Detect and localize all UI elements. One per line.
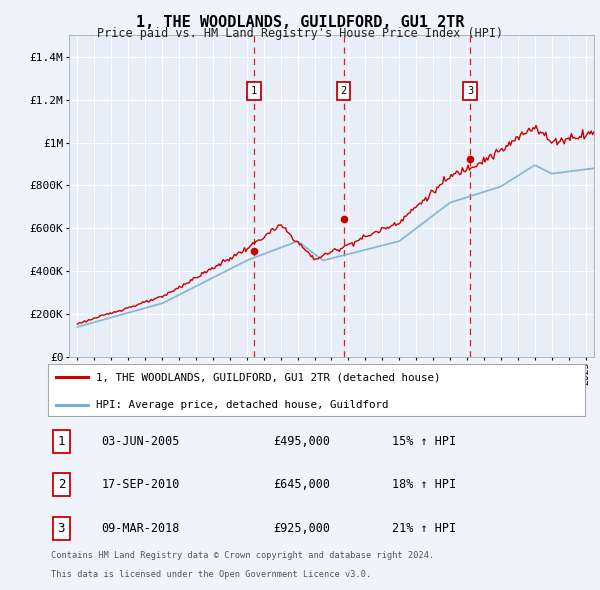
Text: 1, THE WOODLANDS, GUILDFORD, GU1 2TR: 1, THE WOODLANDS, GUILDFORD, GU1 2TR [136,15,464,30]
Text: 3: 3 [467,86,473,96]
Text: 2: 2 [340,86,347,96]
Text: £645,000: £645,000 [274,478,331,491]
Text: 03-JUN-2005: 03-JUN-2005 [102,435,180,448]
Text: 17-SEP-2010: 17-SEP-2010 [102,478,180,491]
Text: £925,000: £925,000 [274,522,331,535]
Text: 15% ↑ HPI: 15% ↑ HPI [392,435,456,448]
Text: 3: 3 [58,522,65,535]
Text: HPI: Average price, detached house, Guildford: HPI: Average price, detached house, Guil… [97,399,389,409]
Text: 1, THE WOODLANDS, GUILDFORD, GU1 2TR (detached house): 1, THE WOODLANDS, GUILDFORD, GU1 2TR (de… [97,372,441,382]
Text: 1: 1 [58,435,65,448]
Text: £495,000: £495,000 [274,435,331,448]
Text: This data is licensed under the Open Government Licence v3.0.: This data is licensed under the Open Gov… [51,570,371,579]
Text: 09-MAR-2018: 09-MAR-2018 [102,522,180,535]
Text: 18% ↑ HPI: 18% ↑ HPI [392,478,456,491]
Text: 21% ↑ HPI: 21% ↑ HPI [392,522,456,535]
Text: 2: 2 [58,478,65,491]
Text: Price paid vs. HM Land Registry's House Price Index (HPI): Price paid vs. HM Land Registry's House … [97,27,503,40]
Text: 1: 1 [251,86,257,96]
Text: Contains HM Land Registry data © Crown copyright and database right 2024.: Contains HM Land Registry data © Crown c… [51,551,434,560]
